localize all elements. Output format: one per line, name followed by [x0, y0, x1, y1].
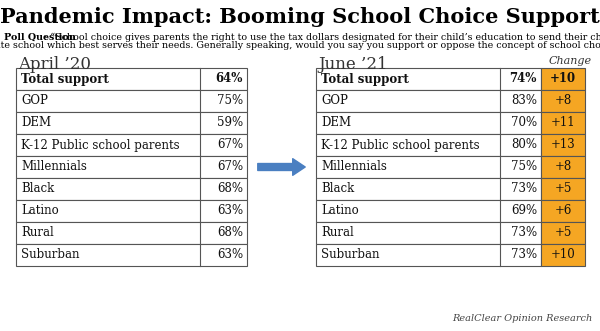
Bar — [541, 112, 585, 134]
Text: K-12 Public school parents: K-12 Public school parents — [321, 138, 479, 152]
Text: Black: Black — [21, 182, 54, 196]
Text: 63%: 63% — [217, 205, 243, 217]
Text: 67%: 67% — [217, 161, 243, 173]
Text: : “School choice gives parents the right to use the tax dollars designated for t: : “School choice gives parents the right… — [44, 33, 600, 42]
Text: +10: +10 — [550, 72, 576, 85]
Text: Black: Black — [321, 182, 354, 196]
Text: Total support: Total support — [321, 72, 409, 85]
Text: 59%: 59% — [217, 117, 243, 129]
Text: 73%: 73% — [511, 182, 537, 196]
Text: K-12 Public school parents: K-12 Public school parents — [21, 138, 179, 152]
Text: GOP: GOP — [321, 94, 348, 108]
Text: 75%: 75% — [217, 94, 243, 108]
Text: Poll Question: Poll Question — [4, 33, 76, 42]
Text: 64%: 64% — [215, 72, 243, 85]
Text: June ’21: June ’21 — [318, 56, 388, 73]
Bar — [541, 68, 585, 90]
Text: Change: Change — [549, 56, 592, 66]
Text: 83%: 83% — [511, 94, 537, 108]
Bar — [316, 222, 541, 244]
Bar — [316, 244, 541, 266]
Text: Millennials: Millennials — [21, 161, 87, 173]
Bar — [16, 156, 247, 178]
Text: 80%: 80% — [511, 138, 537, 152]
FancyArrowPatch shape — [258, 159, 305, 175]
Bar — [316, 112, 541, 134]
Text: +13: +13 — [551, 138, 575, 152]
Bar — [541, 134, 585, 156]
Text: 70%: 70% — [511, 117, 537, 129]
Text: DEM: DEM — [321, 117, 351, 129]
Text: Total support: Total support — [21, 72, 109, 85]
Bar — [316, 156, 541, 178]
Bar — [316, 200, 541, 222]
Bar — [16, 112, 247, 134]
Text: Rural: Rural — [21, 226, 54, 240]
Bar — [541, 178, 585, 200]
Text: Suburban: Suburban — [21, 249, 79, 261]
Text: +8: +8 — [554, 94, 572, 108]
Text: Rural: Rural — [321, 226, 354, 240]
Bar — [16, 178, 247, 200]
Text: 68%: 68% — [217, 182, 243, 196]
Text: +10: +10 — [551, 249, 575, 261]
Bar — [16, 90, 247, 112]
Text: Pandemic Impact: Booming School Choice Support: Pandemic Impact: Booming School Choice S… — [0, 7, 600, 27]
Text: +5: +5 — [554, 226, 572, 240]
Bar — [541, 156, 585, 178]
Bar — [541, 222, 585, 244]
Text: 67%: 67% — [217, 138, 243, 152]
Text: April ’20: April ’20 — [18, 56, 91, 73]
Text: 74%: 74% — [509, 72, 537, 85]
Bar — [541, 244, 585, 266]
Bar — [316, 134, 541, 156]
Bar — [541, 90, 585, 112]
Text: RealClear Opinion Research: RealClear Opinion Research — [452, 314, 592, 323]
Text: +8: +8 — [554, 161, 572, 173]
Text: 69%: 69% — [511, 205, 537, 217]
Text: Latino: Latino — [21, 205, 59, 217]
Text: 73%: 73% — [511, 226, 537, 240]
Bar — [316, 90, 541, 112]
Text: +11: +11 — [551, 117, 575, 129]
Text: 73%: 73% — [511, 249, 537, 261]
Bar — [16, 134, 247, 156]
Bar — [541, 200, 585, 222]
Text: Latino: Latino — [321, 205, 359, 217]
Text: +5: +5 — [554, 182, 572, 196]
Text: 75%: 75% — [511, 161, 537, 173]
Bar — [316, 68, 541, 90]
Text: GOP: GOP — [21, 94, 48, 108]
Bar — [16, 68, 247, 90]
Text: DEM: DEM — [21, 117, 51, 129]
Text: Millennials: Millennials — [321, 161, 387, 173]
Text: 68%: 68% — [217, 226, 243, 240]
Bar — [316, 178, 541, 200]
Text: 63%: 63% — [217, 249, 243, 261]
Bar — [16, 222, 247, 244]
Text: Suburban: Suburban — [321, 249, 380, 261]
Text: +6: +6 — [554, 205, 572, 217]
Bar — [16, 200, 247, 222]
Text: private school which best serves their needs. Generally speaking, would you say : private school which best serves their n… — [0, 41, 600, 50]
Bar — [16, 244, 247, 266]
